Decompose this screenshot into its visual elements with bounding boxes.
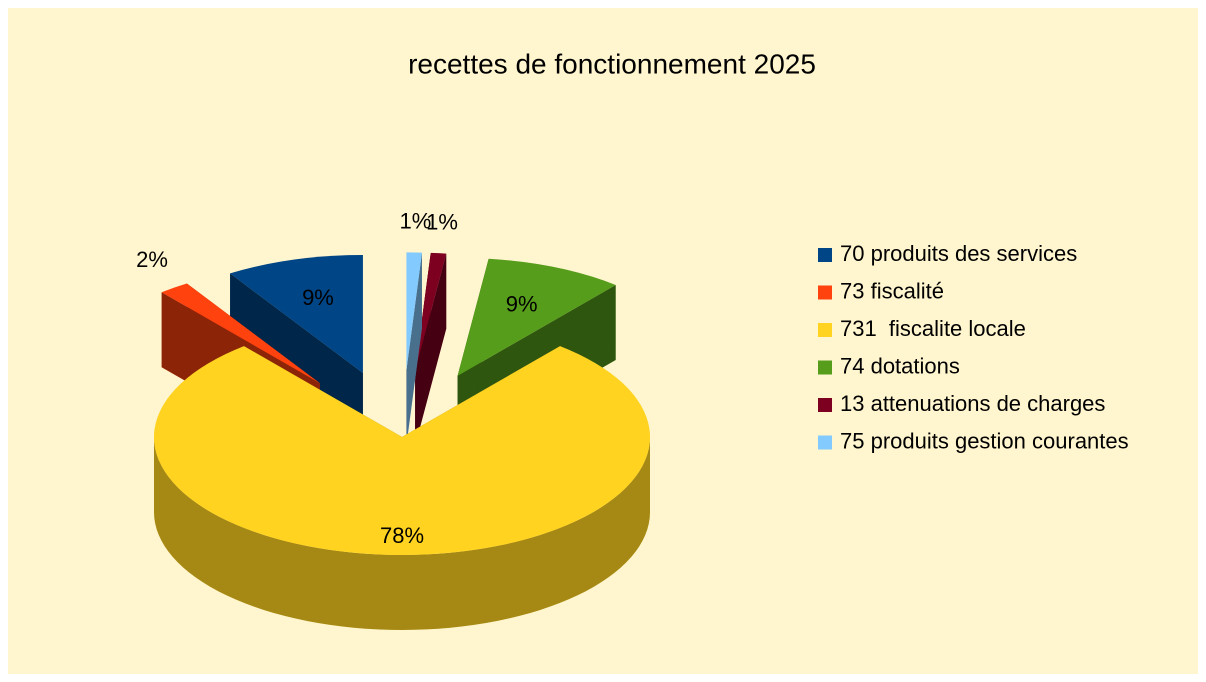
data-label: 9%: [506, 291, 538, 316]
data-label: 9%: [302, 285, 334, 310]
legend-swatch: [818, 435, 832, 450]
slice-top: [415, 252, 447, 371]
data-label: 78%: [380, 523, 424, 548]
legend-swatch: [818, 285, 832, 300]
slice-side: [415, 253, 447, 446]
legend-swatch: [818, 323, 832, 337]
legend-swatch: [818, 248, 832, 262]
legend-label: 74 dotations: [840, 353, 960, 378]
legend-label: 75 produits gestion courantes: [840, 428, 1129, 453]
data-label: 1%: [426, 209, 458, 234]
legend-label: 13 attenuations de charges: [840, 391, 1105, 416]
slice-side: [154, 437, 650, 630]
slice: [154, 346, 651, 630]
slice-top: [457, 258, 616, 376]
legend-label: 731 fiscalite locale: [840, 316, 1026, 341]
legend-swatch: [818, 360, 832, 375]
slice: [415, 252, 447, 446]
legend-label: 73 fiscalité: [840, 278, 944, 303]
legend-swatch: [818, 398, 832, 412]
data-label: 2%: [136, 247, 168, 272]
slice-side: [406, 252, 422, 446]
slice-top: [230, 255, 363, 374]
slice-top: [406, 252, 422, 371]
slice: [406, 252, 422, 446]
slice-top: [161, 283, 320, 384]
slice-shade: [406, 252, 422, 446]
chart-title: recettes de fonctionnement 2025: [408, 48, 816, 79]
data-label: 1%: [399, 209, 431, 234]
slice-top: [154, 346, 651, 555]
slice-shade: [415, 253, 447, 446]
slice-shade: [154, 437, 650, 630]
legend-label: 70 produits des services: [840, 241, 1077, 266]
